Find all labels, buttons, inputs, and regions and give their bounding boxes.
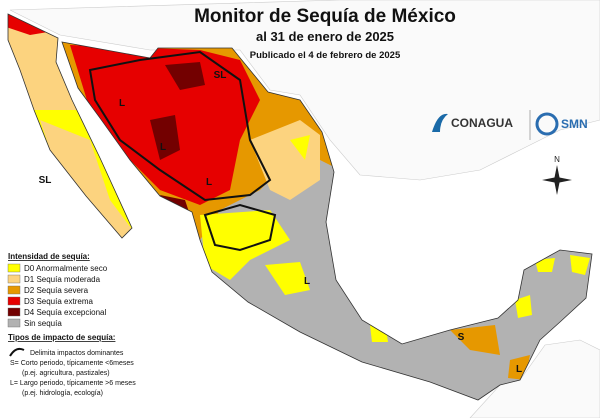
legend: D0 Anormalmente seco D1 Sequía moderada D2… [7,263,108,328]
impacts: Delimita impactos dominantes S= Corto per… [10,350,136,397]
logos: CONAGUA SMN [432,110,588,140]
impact-text: (p.ej. agricultura, pastizales) [22,370,110,377]
map-label: L [206,177,212,188]
legend-swatch [7,307,21,317]
legend-title: Intensidad de sequía: [8,252,90,261]
legend-swatch [7,263,21,273]
usa [9,0,600,181]
legend-swatch [7,285,21,295]
legend-label: D4 Sequía excepcional [24,308,107,317]
impact-boundary [203,203,277,252]
legend-label: D0 Anormalmente seco [24,264,108,273]
central-america [469,339,600,418]
map-label: L [516,364,522,375]
compass-label: N [554,155,560,164]
legend-label: D3 Sequía extrema [24,297,93,306]
logo-smn: SMN [561,117,588,131]
legend-swatch [7,274,21,284]
legend-swatch [7,318,21,328]
impact-boundary [88,50,272,202]
mainland-outline [61,41,593,401]
published: Publicado el 4 de febrero de 2025 [250,50,401,61]
impacts-title: Tipos de impacto de sequía: [8,333,115,342]
map-label: L [304,276,310,287]
map-label: L [119,98,125,109]
impact-text: Delimita impactos dominantes [30,350,124,357]
impact-text: S= Corto periodo, típicamente <6meses [10,360,134,367]
impact-text: (p.ej. hidrología, ecología) [22,390,103,397]
legend-label: D1 Sequía moderada [24,275,101,284]
map-label: L [160,142,166,153]
map-label: SL [214,70,227,81]
subtitle: al 31 de enero de 2025 [256,29,394,44]
map-label: S [458,332,465,343]
title: Monitor de Sequía de México [194,6,456,27]
legend-swatch [7,296,21,306]
impact-text: L= Largo periodo, típicamente >6 meses [10,380,136,387]
map-label: SL [39,175,52,186]
legend-label: Sin sequía [24,319,62,328]
logo-conagua: CONAGUA [451,116,513,130]
legend-label: D2 Sequía severa [24,286,89,295]
compass: N [542,155,572,195]
impact-line-icon [9,347,25,357]
